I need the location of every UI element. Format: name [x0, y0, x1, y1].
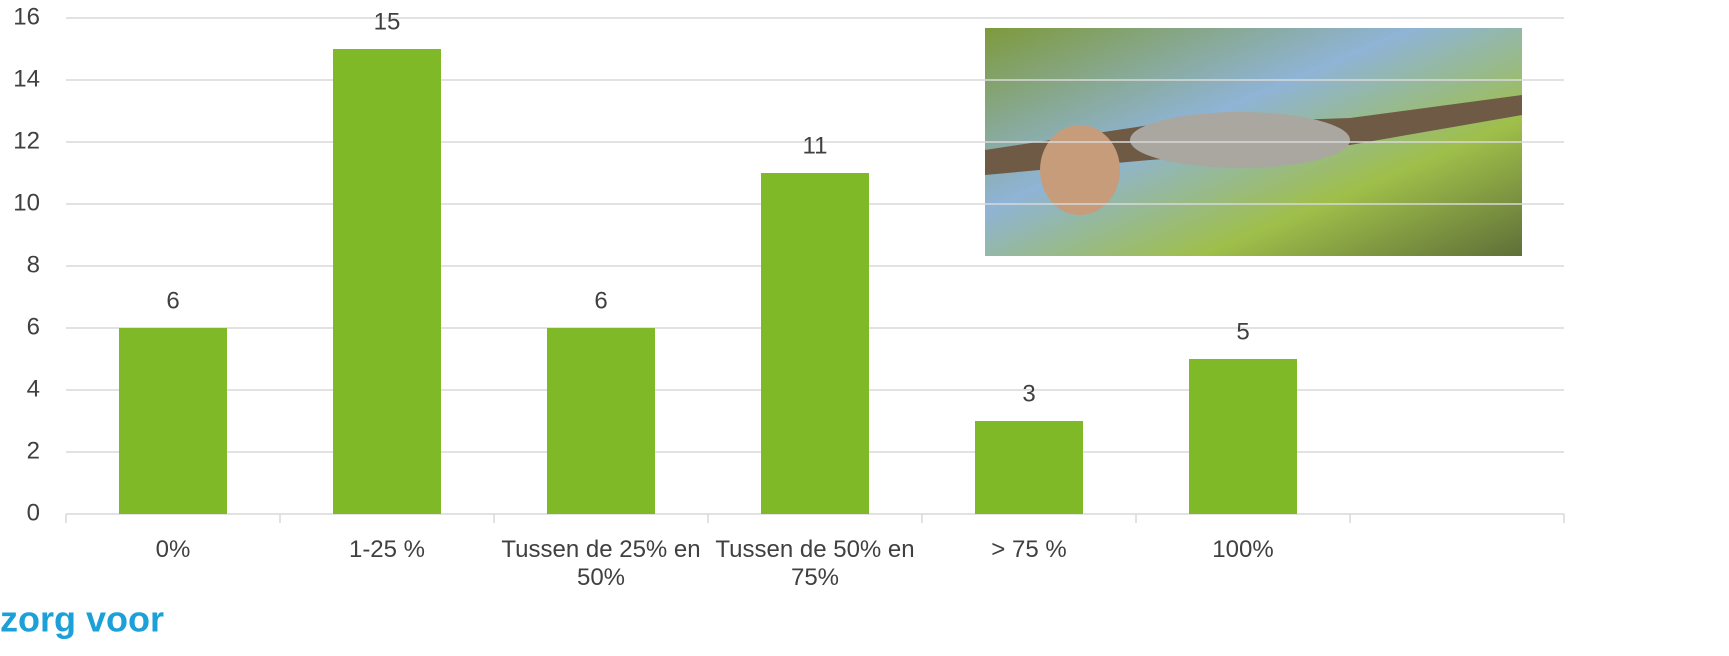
y-tick-label: 8: [27, 251, 40, 278]
bar: [1189, 359, 1297, 514]
data-label: 5: [1236, 318, 1249, 345]
bar: [761, 173, 869, 514]
y-tick-label: 10: [13, 189, 40, 216]
data-label: 6: [166, 287, 179, 314]
x-tick-label: 0%: [155, 536, 191, 563]
y-tick-label: 0: [27, 499, 40, 526]
x-tick-label: Tussen de 25% en 50%: [501, 536, 701, 591]
y-tick-label: 12: [13, 127, 40, 154]
data-label: 3: [1022, 380, 1035, 407]
bar: [119, 328, 227, 514]
y-tick-label: 14: [13, 65, 40, 92]
leaves: [1040, 125, 1120, 215]
x-tick-label: 1-25 %: [348, 536, 426, 563]
caterpillars: [1130, 112, 1350, 168]
bar: [333, 49, 441, 514]
x-tick-label: Tussen de 50% en 75%: [715, 536, 915, 591]
bar: [547, 328, 655, 514]
x-tick-label: 100%: [1212, 536, 1274, 563]
y-tick-label: 6: [27, 313, 40, 340]
y-tick-label: 4: [27, 375, 40, 402]
logo-text: zorg voor: [0, 599, 164, 640]
y-tick-label: 2: [27, 437, 40, 464]
y-tick-label: 16: [13, 3, 40, 30]
data-label: 6: [594, 287, 607, 314]
x-tick-label: > 75 %: [991, 536, 1067, 563]
bar: [975, 421, 1083, 514]
data-label: 11: [803, 132, 828, 159]
data-label: 15: [374, 8, 401, 35]
